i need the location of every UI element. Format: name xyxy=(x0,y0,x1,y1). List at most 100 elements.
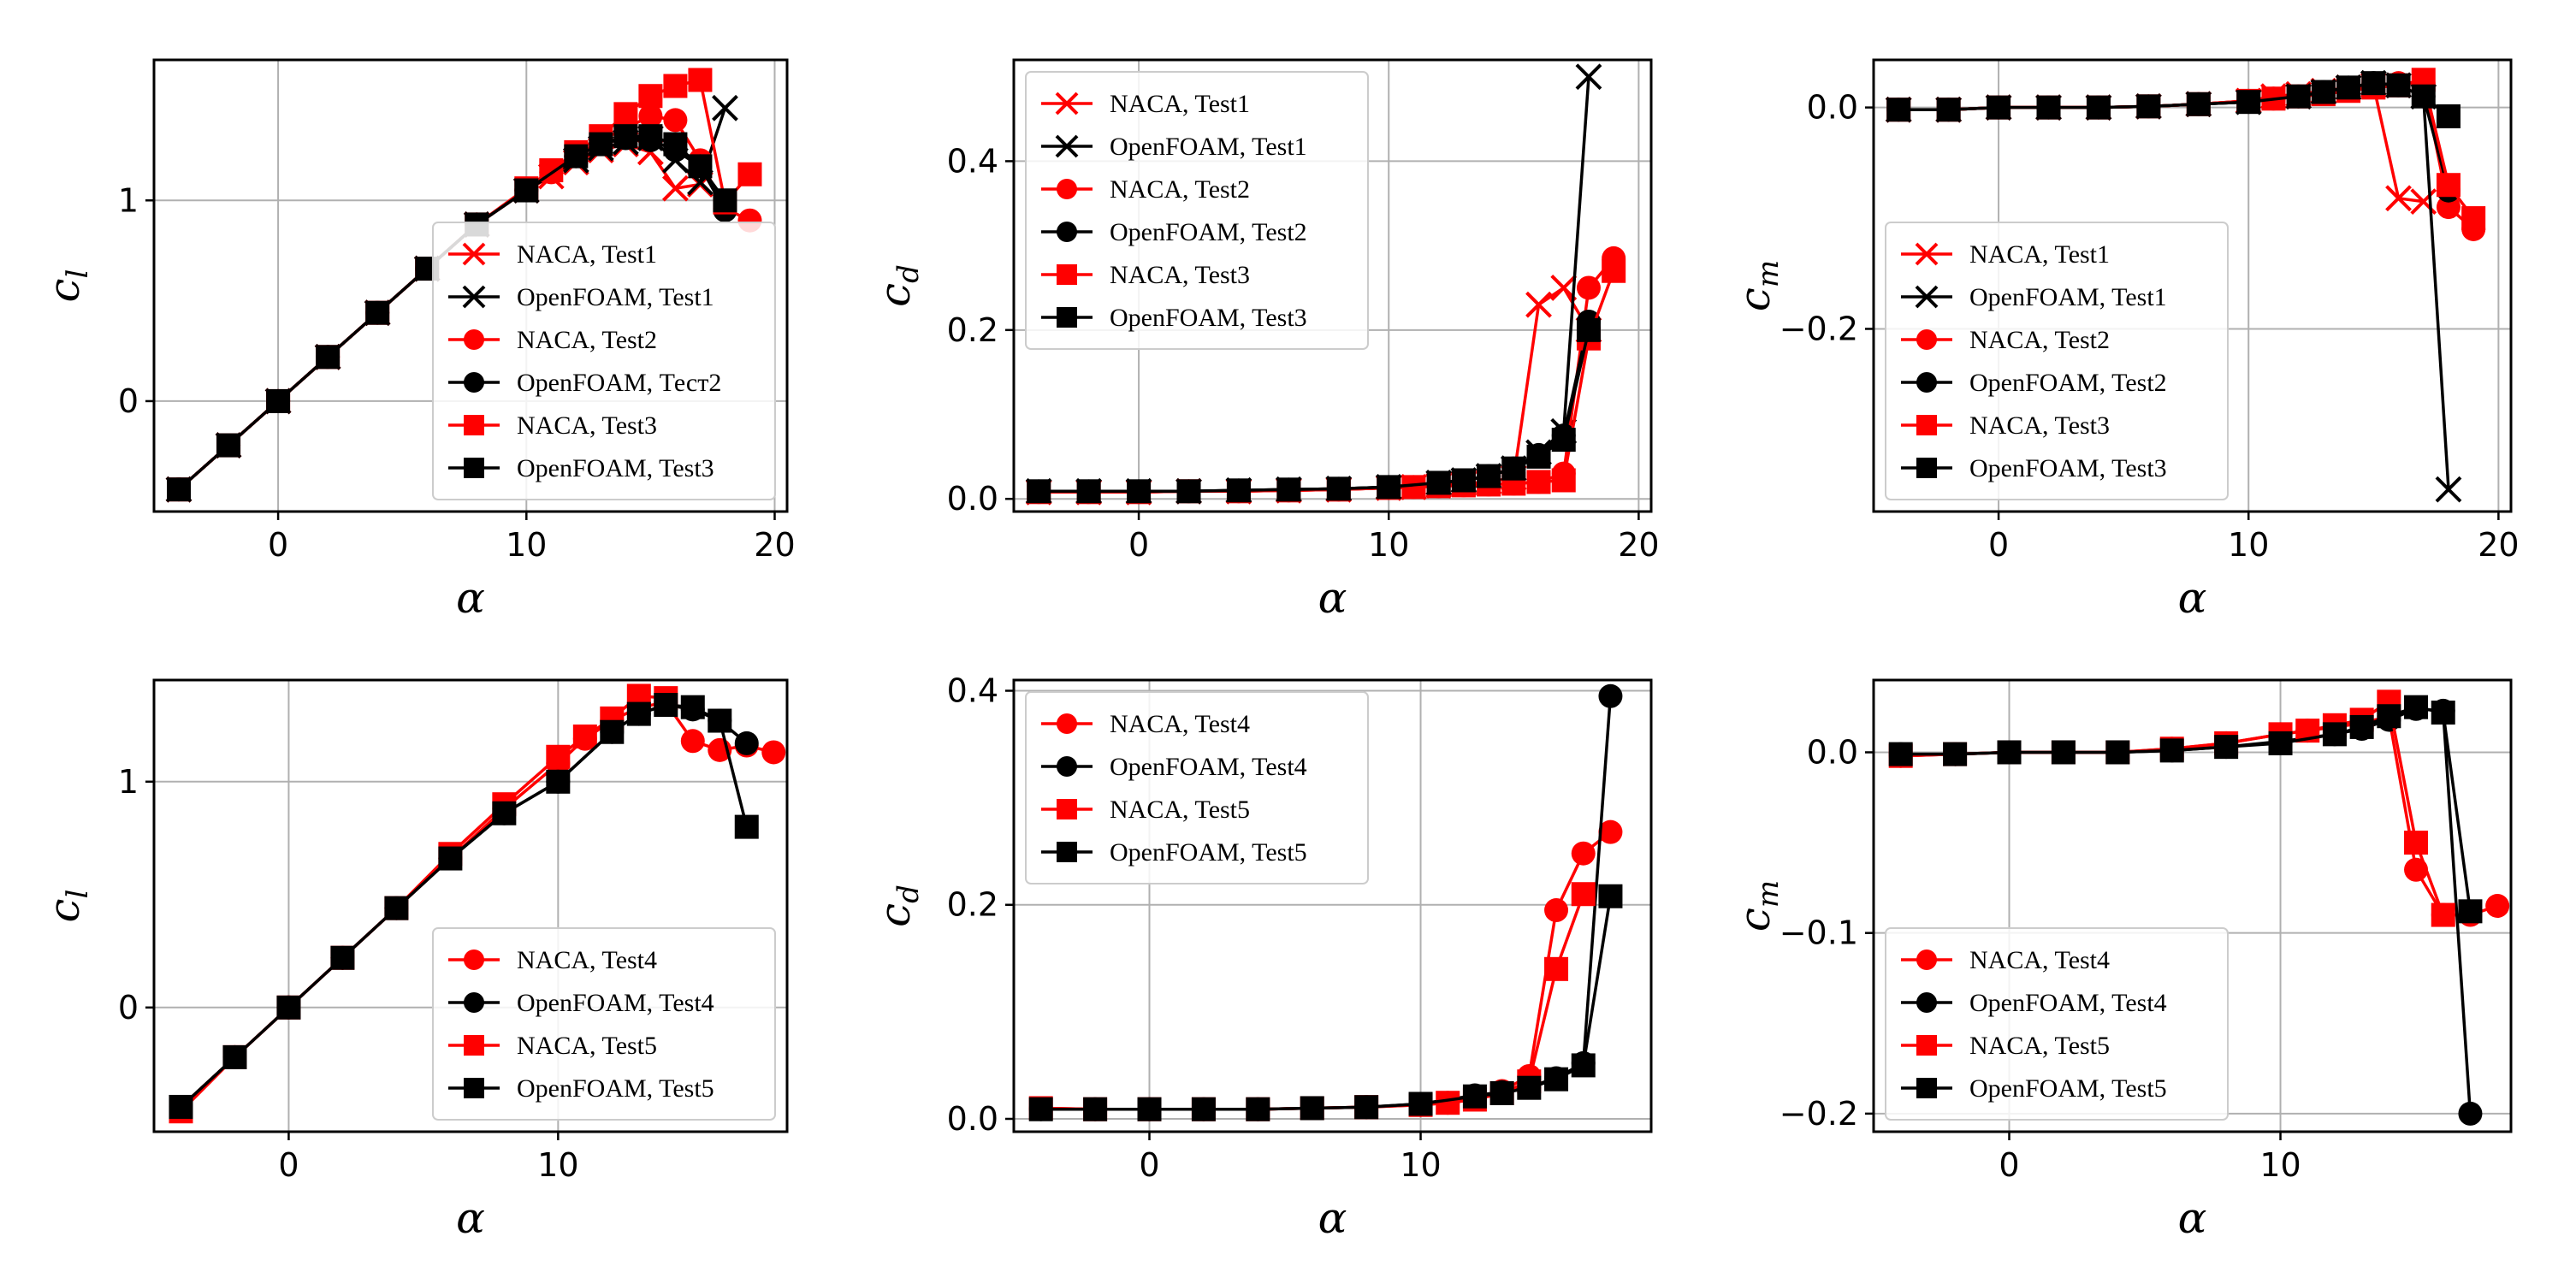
data-point xyxy=(1571,882,1596,907)
series-layer xyxy=(1028,683,1623,1121)
legend-label: NACA, Test4 xyxy=(517,946,657,974)
data-point xyxy=(2461,206,2486,231)
series-5 xyxy=(167,124,737,502)
y-tick-label: 0.0 xyxy=(1807,89,1858,127)
data-point xyxy=(1517,1075,1542,1100)
data-point xyxy=(2386,73,2411,98)
data-point xyxy=(1550,275,1578,301)
data-point xyxy=(1127,479,1152,504)
chart-cm-top: 0 10 20 0.0 −0.2 α cm NACA, Test1 OpenFOAM, Test… xyxy=(1730,58,2520,623)
legend-box xyxy=(432,222,776,500)
legend-swatch-marker xyxy=(1057,264,1077,285)
data-point xyxy=(2431,701,2455,725)
data-point xyxy=(1377,475,1401,500)
x-axis-label: α xyxy=(1318,1193,1347,1243)
legend-swatch-marker xyxy=(464,1035,484,1056)
legend-label: OpenFOAM, Test3 xyxy=(1969,454,2167,482)
legend-swatch-marker xyxy=(462,242,486,266)
data-point xyxy=(438,846,463,871)
data-point xyxy=(2404,857,2429,882)
data-point xyxy=(2311,80,2336,104)
x-axis-label: α xyxy=(456,1193,485,1243)
data-point xyxy=(1598,683,1623,708)
data-point xyxy=(2385,185,2412,212)
legend-entry: NACA, Test5 xyxy=(448,1032,657,1060)
data-point xyxy=(1501,456,1526,481)
data-point xyxy=(680,729,705,754)
data-point xyxy=(589,132,613,157)
x-tick-label: 0 xyxy=(1139,1146,1159,1184)
data-point xyxy=(1326,476,1351,501)
legend-swatch-marker xyxy=(1916,992,1937,1013)
x-axis-label: α xyxy=(456,573,485,623)
data-point xyxy=(1544,898,1569,923)
data-point xyxy=(2404,695,2429,719)
series-line xyxy=(1040,893,1585,1111)
data-point xyxy=(638,84,663,109)
data-point xyxy=(1477,464,1501,488)
data-point xyxy=(1544,1067,1569,1091)
data-point xyxy=(713,188,737,213)
data-point xyxy=(1226,478,1251,503)
x-tick-label: 10 xyxy=(1400,1146,1441,1184)
series-3 xyxy=(1028,884,1623,1121)
data-point xyxy=(167,477,192,502)
legend-entry: OpenFOAM, Test3 xyxy=(1041,304,1307,332)
data-point xyxy=(663,132,688,157)
legend-swatch-marker xyxy=(1057,842,1077,862)
data-point xyxy=(1997,740,2022,765)
legend-entry: NACA, Test3 xyxy=(1901,411,2110,440)
y-axis-label-main: c xyxy=(1730,287,1780,311)
legend-swatch-marker xyxy=(1916,372,1937,393)
data-point xyxy=(1276,477,1301,502)
legend-label: OpenFOAM, Test5 xyxy=(517,1074,714,1103)
data-point xyxy=(330,945,355,970)
legend-label: OpenFOAM, Test3 xyxy=(1110,304,1307,332)
data-point xyxy=(663,74,688,98)
data-point xyxy=(276,995,301,1020)
y-axis-label: cd xyxy=(870,884,926,927)
y-tick-label: 0.0 xyxy=(947,480,998,518)
data-point xyxy=(2086,95,2111,120)
y-tick-label: −0.1 xyxy=(1780,914,1858,952)
data-point xyxy=(2436,173,2461,198)
legend-box xyxy=(1885,222,2229,500)
data-point xyxy=(1571,841,1596,866)
legend-entry: OpenFOAM, Test4 xyxy=(448,989,714,1017)
data-point xyxy=(2136,94,2161,119)
data-point xyxy=(384,896,409,920)
y-tick-label: 0 xyxy=(118,382,139,420)
x-tick-label: 0 xyxy=(278,1146,299,1184)
legend-swatch-marker xyxy=(1057,799,1077,819)
data-point xyxy=(2286,84,2311,109)
data-point xyxy=(546,769,571,794)
data-point xyxy=(1027,479,1051,504)
y-axis-label: cl xyxy=(39,890,95,923)
data-point xyxy=(266,388,291,413)
data-point xyxy=(1551,428,1576,453)
data-point xyxy=(1436,1091,1460,1115)
legend-label: OpenFOAM, Test5 xyxy=(1110,838,1307,867)
y-tick-label: −0.2 xyxy=(1780,310,1858,347)
data-point xyxy=(572,725,597,748)
legend-label: NACA, Test3 xyxy=(517,411,657,440)
x-tick-label: 20 xyxy=(754,526,795,564)
legend-entry: NACA, Test3 xyxy=(1041,261,1250,289)
legend-label: NACA, Test3 xyxy=(1969,411,2110,440)
data-point xyxy=(2458,1101,2483,1126)
legend-entry: NACA, Test4 xyxy=(1901,946,2110,974)
data-point xyxy=(169,1094,193,1119)
legend-swatch-marker xyxy=(1916,950,1937,970)
axes-frame xyxy=(152,58,789,513)
legend-entry: NACA, Test5 xyxy=(1041,796,1250,824)
data-point xyxy=(1426,470,1451,495)
data-point xyxy=(737,162,762,186)
y-tick-label: 0.2 xyxy=(947,886,998,924)
legend-label: NACA, Test2 xyxy=(517,326,657,354)
legend-label: OpenFOAM, Test4 xyxy=(517,989,714,1017)
data-point xyxy=(2411,84,2436,109)
legend-swatch-marker xyxy=(1057,713,1077,734)
data-point xyxy=(1076,479,1101,504)
legend-entry: OpenFOAM, Тест2 xyxy=(448,369,721,397)
